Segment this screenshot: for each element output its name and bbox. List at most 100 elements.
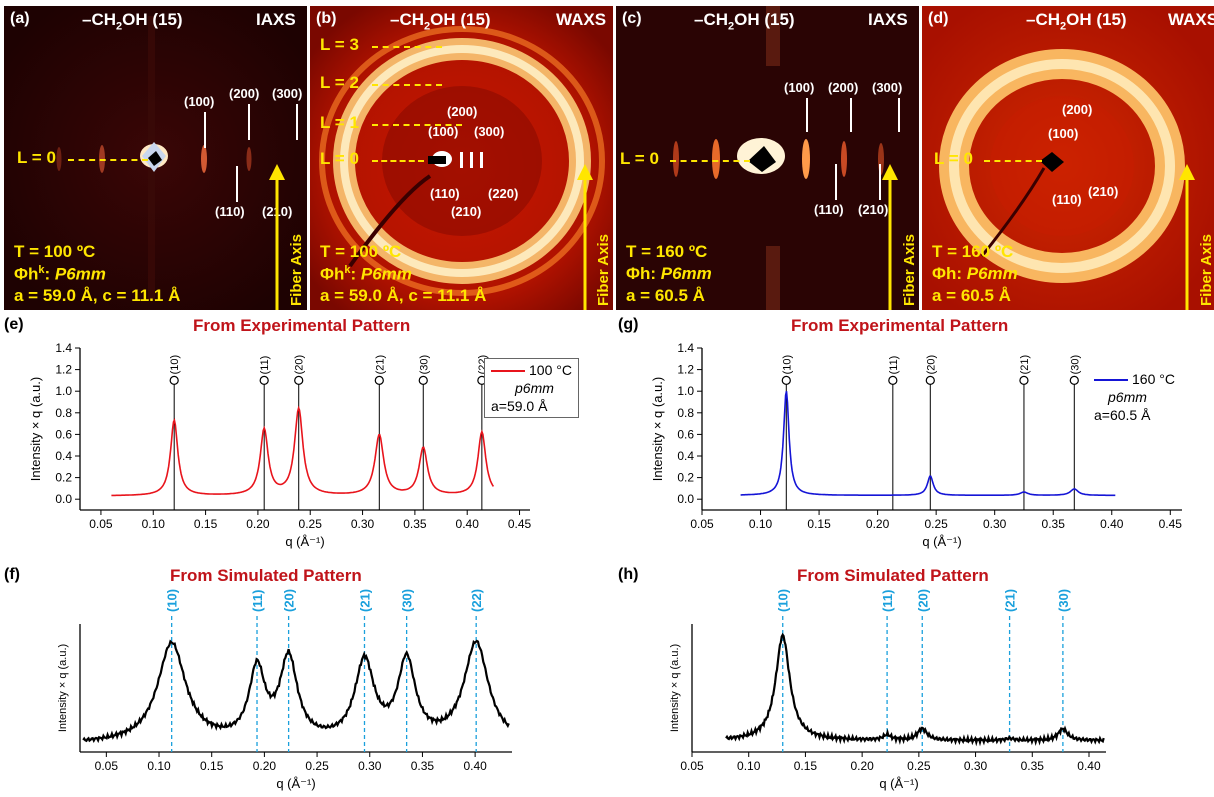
reflection-label: (10) [781,355,793,375]
y-tick-label: 1.2 [55,363,72,377]
fiber-axis-label: Fiber Axis [1198,234,1214,306]
lattice: a = 59.0 Å, c = 11.1 Å [320,286,487,305]
x-axis-label: q (Å⁻¹) [879,776,918,791]
x-tick-label: 0.20 [866,517,890,531]
y-tick-label: 0.0 [55,492,72,506]
x-axis-label: q (Å⁻¹) [922,534,961,549]
reflection-label: (11) [880,590,895,612]
x-tick-label: 0.15 [794,759,818,773]
chart-label-g: (g) [618,316,639,333]
lattice: a = 60.5 Å [932,286,1011,305]
panel-title: –CH2OH (15) [1026,10,1127,33]
x-tick-label: 0.05 [690,517,714,531]
reflection-label: (11) [259,356,271,375]
reflection-label: (21) [1003,589,1018,612]
temperature: T = 160 ºC [626,242,708,261]
fiber-axis-arrow-icon [269,164,285,310]
chart-f: 0.05 0.10 0.15 0.20 0.25 0.30 0.35 0.40 q (Å⁻¹) I… [57,589,512,791]
temperature: T = 160 ºC [932,242,1014,261]
x-tick-label: 0.40 [1077,759,1101,773]
panel-title: –CH2OH (15) [694,10,795,33]
reflection-label: (30) [1056,589,1071,612]
fiber-axis-arrow-icon [577,164,593,310]
miller-index: (300) [474,124,505,139]
y-axis-label: Intensity × q (a.u.) [28,377,43,481]
layer-line-label: L = 0 [320,149,359,168]
legend-e: 100 °C p6mm a=59.0 Å [484,358,579,418]
x-axis-label: q (Å⁻¹) [276,776,315,791]
temperature: T = 100 ºC [320,242,402,261]
layer-line-label: L = 2 [320,73,359,92]
x-tick-label: 0.15 [807,517,831,531]
panel-mode: IAXS [868,10,908,29]
miller-index: (100) [184,94,215,109]
miller-index: (200) [1062,102,1093,117]
series-line [740,391,1116,497]
panel-c: (c) –CH2OH (15) IAXS L = 0 (100) (200) (… [616,6,919,310]
panel-label: (d) [928,10,949,27]
x-tick-label: 0.25 [305,759,329,773]
x-tick-label: 0.40 [1100,517,1124,531]
fiber-axis-arrow-icon [1179,164,1195,310]
layer-line-label: L = 3 [320,35,359,54]
panel-mode: IAXS [256,10,296,29]
x-tick-label: 0.45 [508,517,532,531]
y-tick-label: 1.4 [677,341,694,355]
reflection-label: (22) [469,589,484,612]
x-tick-label: 0.30 [964,759,988,773]
x-tick-label: 0.35 [403,517,427,531]
x-tick-label: 0.10 [737,759,761,773]
x-tick-label: 0.35 [1042,517,1066,531]
miller-index: (200) [229,86,260,101]
miller-index: (110) [814,202,844,217]
layer-line-label: L = 0 [934,149,973,168]
y-tick-label: 0.8 [55,406,72,420]
iaxs-pattern-a [4,6,307,310]
panel-title: –CH2OH (15) [82,10,183,33]
x-tick-label: 0.40 [463,759,487,773]
reflection-label: (30) [400,589,415,612]
miller-index: (210) [1088,184,1119,199]
reflection-label: (10) [776,589,791,612]
x-tick-label: 0.05 [680,759,704,773]
y-tick-label: 0.0 [677,492,694,506]
reflection-label: (21) [357,589,372,612]
chart-h: 0.05 0.10 0.15 0.20 0.25 0.30 0.35 0.40 q (Å⁻¹) I… [669,589,1106,791]
waxs-pattern-b [310,6,613,310]
layer-line-label: L = 0 [620,149,659,168]
chart-title-f: From Simulated Pattern [170,566,362,585]
y-tick-label: 1.4 [55,341,72,355]
layer-line-label: L = 0 [17,148,56,167]
fiber-axis-label: Fiber Axis [595,234,612,306]
fiber-axis-arrow-icon [882,164,898,310]
x-tick-label: 0.20 [850,759,874,773]
y-tick-label: 1.2 [677,363,694,377]
panel-mode: WAXS [1168,10,1214,29]
phase: Φh: P6mm [626,264,712,283]
miller-index: (210) [451,204,482,219]
reflection-label: (10) [165,589,180,612]
reflection-marker [1069,375,1079,386]
panel-label: (c) [622,10,642,27]
chart-label-f: (f) [4,566,20,583]
phase: Φhk: P6mm [320,264,412,284]
reflection-marker [781,375,791,386]
reflection-label: (20) [915,589,930,612]
reflection-marker [888,375,898,386]
temperature: T = 100 ºC [14,242,96,261]
y-tick-label: 0.2 [55,471,72,485]
reflection-marker [1019,375,1029,386]
panel-label: (b) [316,10,337,27]
reflection-marker [374,375,384,386]
x-tick-label: 0.20 [246,517,270,531]
x-tick-label: 0.20 [253,759,277,773]
x-tick-label: 0.35 [411,759,435,773]
reflection-label: (10) [169,355,181,375]
miller-index: (200) [828,80,859,95]
y-tick-label: 0.6 [55,427,72,441]
y-tick-label: 1.0 [55,384,72,398]
y-axis-label: Intensity × q (a.u.) [57,644,69,732]
x-axis-label: q (Å⁻¹) [285,534,324,549]
miller-index: (110) [215,204,245,219]
x-tick-label: 0.05 [89,517,113,531]
